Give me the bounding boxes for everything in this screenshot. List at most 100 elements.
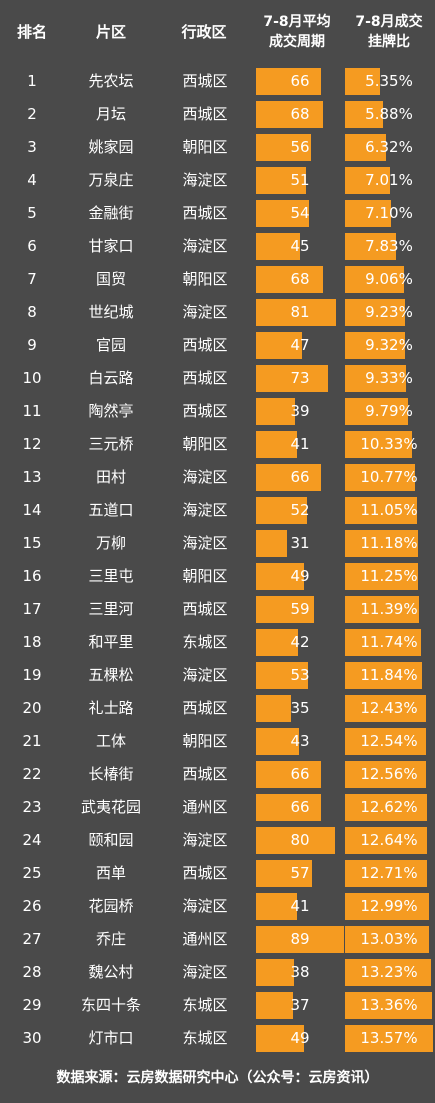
rank-cell: 13	[22, 468, 42, 486]
district-cell: 朝阳区	[182, 567, 228, 585]
rank-cell: 27	[22, 930, 42, 948]
ratio-bar	[345, 398, 408, 425]
ratio-value: 12.43%	[360, 699, 418, 717]
ratio-cell: 12.43%	[345, 695, 433, 722]
cycle-bar	[256, 629, 298, 656]
table-row: 14 五道口 海淀区 52 11.05%	[0, 494, 435, 527]
header-ratio: 7-8月成交 挂牌比	[344, 0, 434, 64]
district-cell: 西城区	[182, 402, 228, 420]
header-cycle-line2: 成交周期	[268, 34, 325, 50]
cycle-value: 41	[290, 435, 310, 453]
ratio-bar	[345, 563, 418, 590]
ratio-value: 11.39%	[360, 600, 418, 618]
cycle-value: 54	[290, 204, 310, 222]
ratio-value: 7.10%	[365, 204, 413, 222]
ratio-cell: 12.99%	[345, 893, 433, 920]
cycle-cell: 66	[256, 464, 345, 491]
cycle-value: 49	[290, 1029, 310, 1047]
ratio-value: 12.56%	[360, 765, 418, 783]
rank-cell: 2	[27, 105, 37, 123]
cycle-cell: 66	[256, 794, 345, 821]
district-cell: 西城区	[182, 864, 228, 882]
header-ratio-line1: 7-8月成交	[355, 14, 423, 30]
ratio-bar	[345, 728, 426, 755]
rank-cell: 19	[22, 666, 42, 684]
district-cell: 通州区	[182, 798, 228, 816]
cycle-bar	[256, 926, 344, 953]
district-cell: 海淀区	[182, 897, 228, 915]
area-cell: 东四十条	[80, 996, 141, 1014]
ratio-value: 7.01%	[365, 171, 413, 189]
rank-cell: 15	[22, 534, 42, 552]
cycle-value: 49	[290, 567, 310, 585]
cycle-cell: 57	[256, 860, 345, 887]
cycle-cell: 41	[256, 431, 345, 458]
cycle-cell: 81	[256, 299, 345, 326]
area-cell: 乔庄	[95, 930, 126, 948]
district-cell: 海淀区	[182, 666, 228, 684]
ratio-bar	[345, 68, 380, 95]
ratio-cell: 11.74%	[345, 629, 433, 656]
cycle-value: 35	[290, 699, 310, 717]
ratio-bar	[345, 1025, 433, 1052]
rank-cell: 29	[22, 996, 42, 1014]
header-rank: 排名	[4, 0, 60, 64]
ratio-bar	[345, 530, 418, 557]
cycle-value: 53	[290, 666, 310, 684]
table-row: 18 和平里 东城区 42 11.74%	[0, 626, 435, 659]
ratio-cell: 12.64%	[345, 827, 433, 854]
ratio-bar	[345, 695, 426, 722]
cycle-bar	[256, 959, 294, 986]
cycle-cell: 89	[256, 926, 345, 953]
table-row: 8 世纪城 海淀区 81 9.23%	[0, 296, 435, 329]
cycle-cell: 54	[256, 200, 345, 227]
cycle-cell: 59	[256, 596, 345, 623]
district-cell: 西城区	[182, 699, 228, 717]
cycle-bar	[256, 233, 300, 260]
table-row: 20 礼士路 西城区 35 12.43%	[0, 692, 435, 725]
ratio-value: 9.79%	[365, 402, 413, 420]
rank-cell: 4	[27, 171, 37, 189]
rank-cell: 30	[22, 1029, 42, 1047]
ratio-bar	[345, 299, 405, 326]
table-row: 28 魏公村 海淀区 38 13.23%	[0, 956, 435, 989]
ratio-bar	[345, 629, 421, 656]
table-row: 5 金融街 西城区 54 7.10%	[0, 197, 435, 230]
cycle-cell: 47	[256, 332, 345, 359]
ratio-value: 9.06%	[365, 270, 413, 288]
header-district: 行政区	[172, 0, 236, 64]
cycle-value: 45	[290, 237, 310, 255]
area-cell: 礼士路	[88, 699, 134, 717]
cycle-value: 43	[290, 732, 310, 750]
district-cell: 朝阳区	[182, 732, 228, 750]
ratio-cell: 6.32%	[345, 134, 433, 161]
area-cell: 官园	[95, 336, 126, 354]
header-cycle-line1: 7-8月平均	[263, 14, 331, 30]
cycle-cell: 66	[256, 761, 345, 788]
cycle-cell: 49	[256, 563, 345, 590]
ratio-cell: 5.88%	[345, 101, 433, 128]
cycle-bar	[256, 398, 295, 425]
rank-cell: 12	[22, 435, 42, 453]
ratio-bar	[345, 926, 429, 953]
table-row: 16 三里屯 朝阳区 49 11.25%	[0, 560, 435, 593]
district-cell: 通州区	[182, 930, 228, 948]
cycle-cell: 51	[256, 167, 345, 194]
cycle-value: 89	[290, 930, 310, 948]
district-cell: 西城区	[182, 369, 228, 387]
cycle-bar	[256, 464, 321, 491]
cycle-bar	[256, 497, 307, 524]
table-row: 2 月坛 西城区 68 5.88%	[0, 98, 435, 131]
cycle-bar	[256, 662, 308, 689]
ratio-bar	[345, 167, 390, 194]
ratio-cell: 7.10%	[345, 200, 433, 227]
area-cell: 甘家口	[88, 237, 134, 255]
header-ratio-line2: 挂牌比	[367, 34, 410, 50]
ratio-cell: 12.71%	[345, 860, 433, 887]
cycle-value: 37	[290, 996, 310, 1014]
cycle-value: 66	[290, 468, 310, 486]
area-cell: 先农坛	[88, 72, 134, 90]
ratio-value: 11.18%	[360, 534, 418, 552]
ratio-value: 12.71%	[360, 864, 418, 882]
